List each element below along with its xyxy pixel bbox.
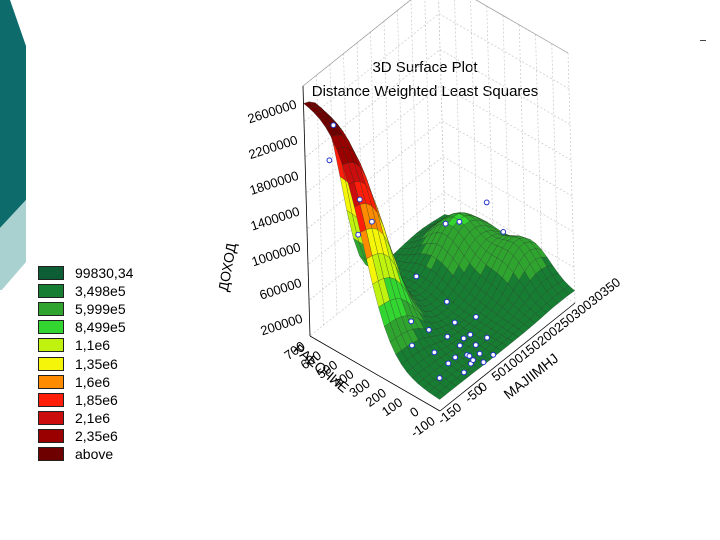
legend-item: above	[38, 445, 133, 463]
z-axis-title: ДОХОД	[215, 241, 239, 292]
legend-label: 3,498e5	[75, 283, 126, 300]
legend-label: 1,1e6	[75, 337, 111, 354]
legend-swatch	[38, 284, 64, 299]
z-tick-label: 2200000	[247, 132, 300, 162]
data-point	[451, 319, 458, 326]
data-point	[473, 314, 479, 320]
z-tick-label: 200000	[259, 311, 305, 339]
data-point	[467, 331, 474, 338]
surface	[303, 101, 575, 400]
legend-item: 1,35e6	[38, 354, 133, 372]
legend-item: 8,499e5	[38, 318, 133, 336]
z-tick-label: 1000000	[250, 239, 303, 269]
legend-label: 8,499e5	[75, 319, 126, 336]
legend-label: 1,35e6	[75, 355, 118, 372]
legend-label: 2,35e6	[75, 427, 118, 444]
data-point	[483, 199, 490, 206]
legend-item: 2,1e6	[38, 409, 133, 427]
z-tick-label: 2600000	[246, 96, 299, 126]
data-point	[431, 349, 438, 356]
legend-item: 2,35e6	[38, 427, 133, 445]
slide-decoration	[0, 0, 26, 290]
legend-swatch	[38, 392, 64, 407]
data-point	[466, 353, 473, 359]
data-points	[326, 122, 507, 381]
data-point	[409, 342, 415, 349]
legend-item: 5,999e5	[38, 300, 133, 318]
legend-swatch	[38, 320, 64, 335]
data-point	[444, 333, 451, 340]
data-point	[426, 327, 432, 333]
data-point	[457, 342, 463, 349]
legend-swatch	[38, 302, 64, 317]
legend-label: above	[75, 445, 114, 462]
y-tick-label: -150	[435, 400, 465, 428]
data-point	[369, 218, 375, 225]
axes	[302, 85, 576, 412]
legend-swatch	[38, 338, 64, 353]
data-point	[356, 196, 363, 203]
legend-swatch	[38, 446, 64, 461]
data-point	[480, 359, 487, 366]
data-point	[442, 220, 449, 227]
data-point	[436, 375, 443, 381]
data-point	[484, 334, 491, 341]
data-point	[456, 218, 463, 225]
legend-item: 1,1e6	[38, 336, 133, 354]
data-point	[326, 157, 333, 164]
data-point	[355, 231, 362, 238]
legend-item: 1,85e6	[38, 391, 133, 409]
chart-subtitle: Distance Weighted Least Squares	[311, 83, 539, 100]
z-tick-label: 1400000	[249, 204, 302, 234]
data-point	[461, 369, 467, 376]
data-point	[476, 350, 483, 357]
z-tick-label: 1800000	[248, 168, 301, 198]
legend-swatch	[38, 410, 64, 425]
legend-item: 3,498e5	[38, 282, 133, 300]
legend-label: 1,6e6	[75, 373, 111, 390]
legend-swatch	[38, 356, 64, 371]
data-point	[445, 360, 452, 367]
data-point	[452, 354, 459, 361]
legend-label: 5,999e5	[75, 301, 126, 318]
data-point	[330, 122, 337, 129]
legend-item: 1,6e6	[38, 373, 133, 391]
data-point	[472, 342, 479, 348]
legend-swatch	[38, 266, 64, 281]
legend-item: 99830,34	[38, 264, 133, 282]
legend-label: 1,85e6	[75, 391, 118, 408]
legend-label: 99830,34	[75, 265, 134, 282]
data-point	[408, 318, 415, 325]
slide-mark	[700, 40, 706, 41]
data-point	[444, 298, 450, 305]
data-point	[460, 335, 467, 342]
legend-label: 2,1e6	[75, 409, 111, 426]
legend-swatch	[38, 374, 64, 389]
z-tick-label: 600000	[258, 275, 304, 303]
legend-swatch	[38, 428, 64, 443]
x-tick-label: -100	[408, 413, 438, 440]
data-point	[470, 357, 477, 364]
data-point	[500, 229, 507, 235]
data-point	[490, 351, 497, 358]
data-point	[413, 273, 420, 280]
x-axis-title: PAEOЧИЕ	[291, 341, 352, 396]
x-tick-label: 0	[407, 404, 422, 420]
legend: 99830,34 3,498e5 5,999e5 8,499e5 1,1e6 1,35e6…	[38, 264, 133, 463]
